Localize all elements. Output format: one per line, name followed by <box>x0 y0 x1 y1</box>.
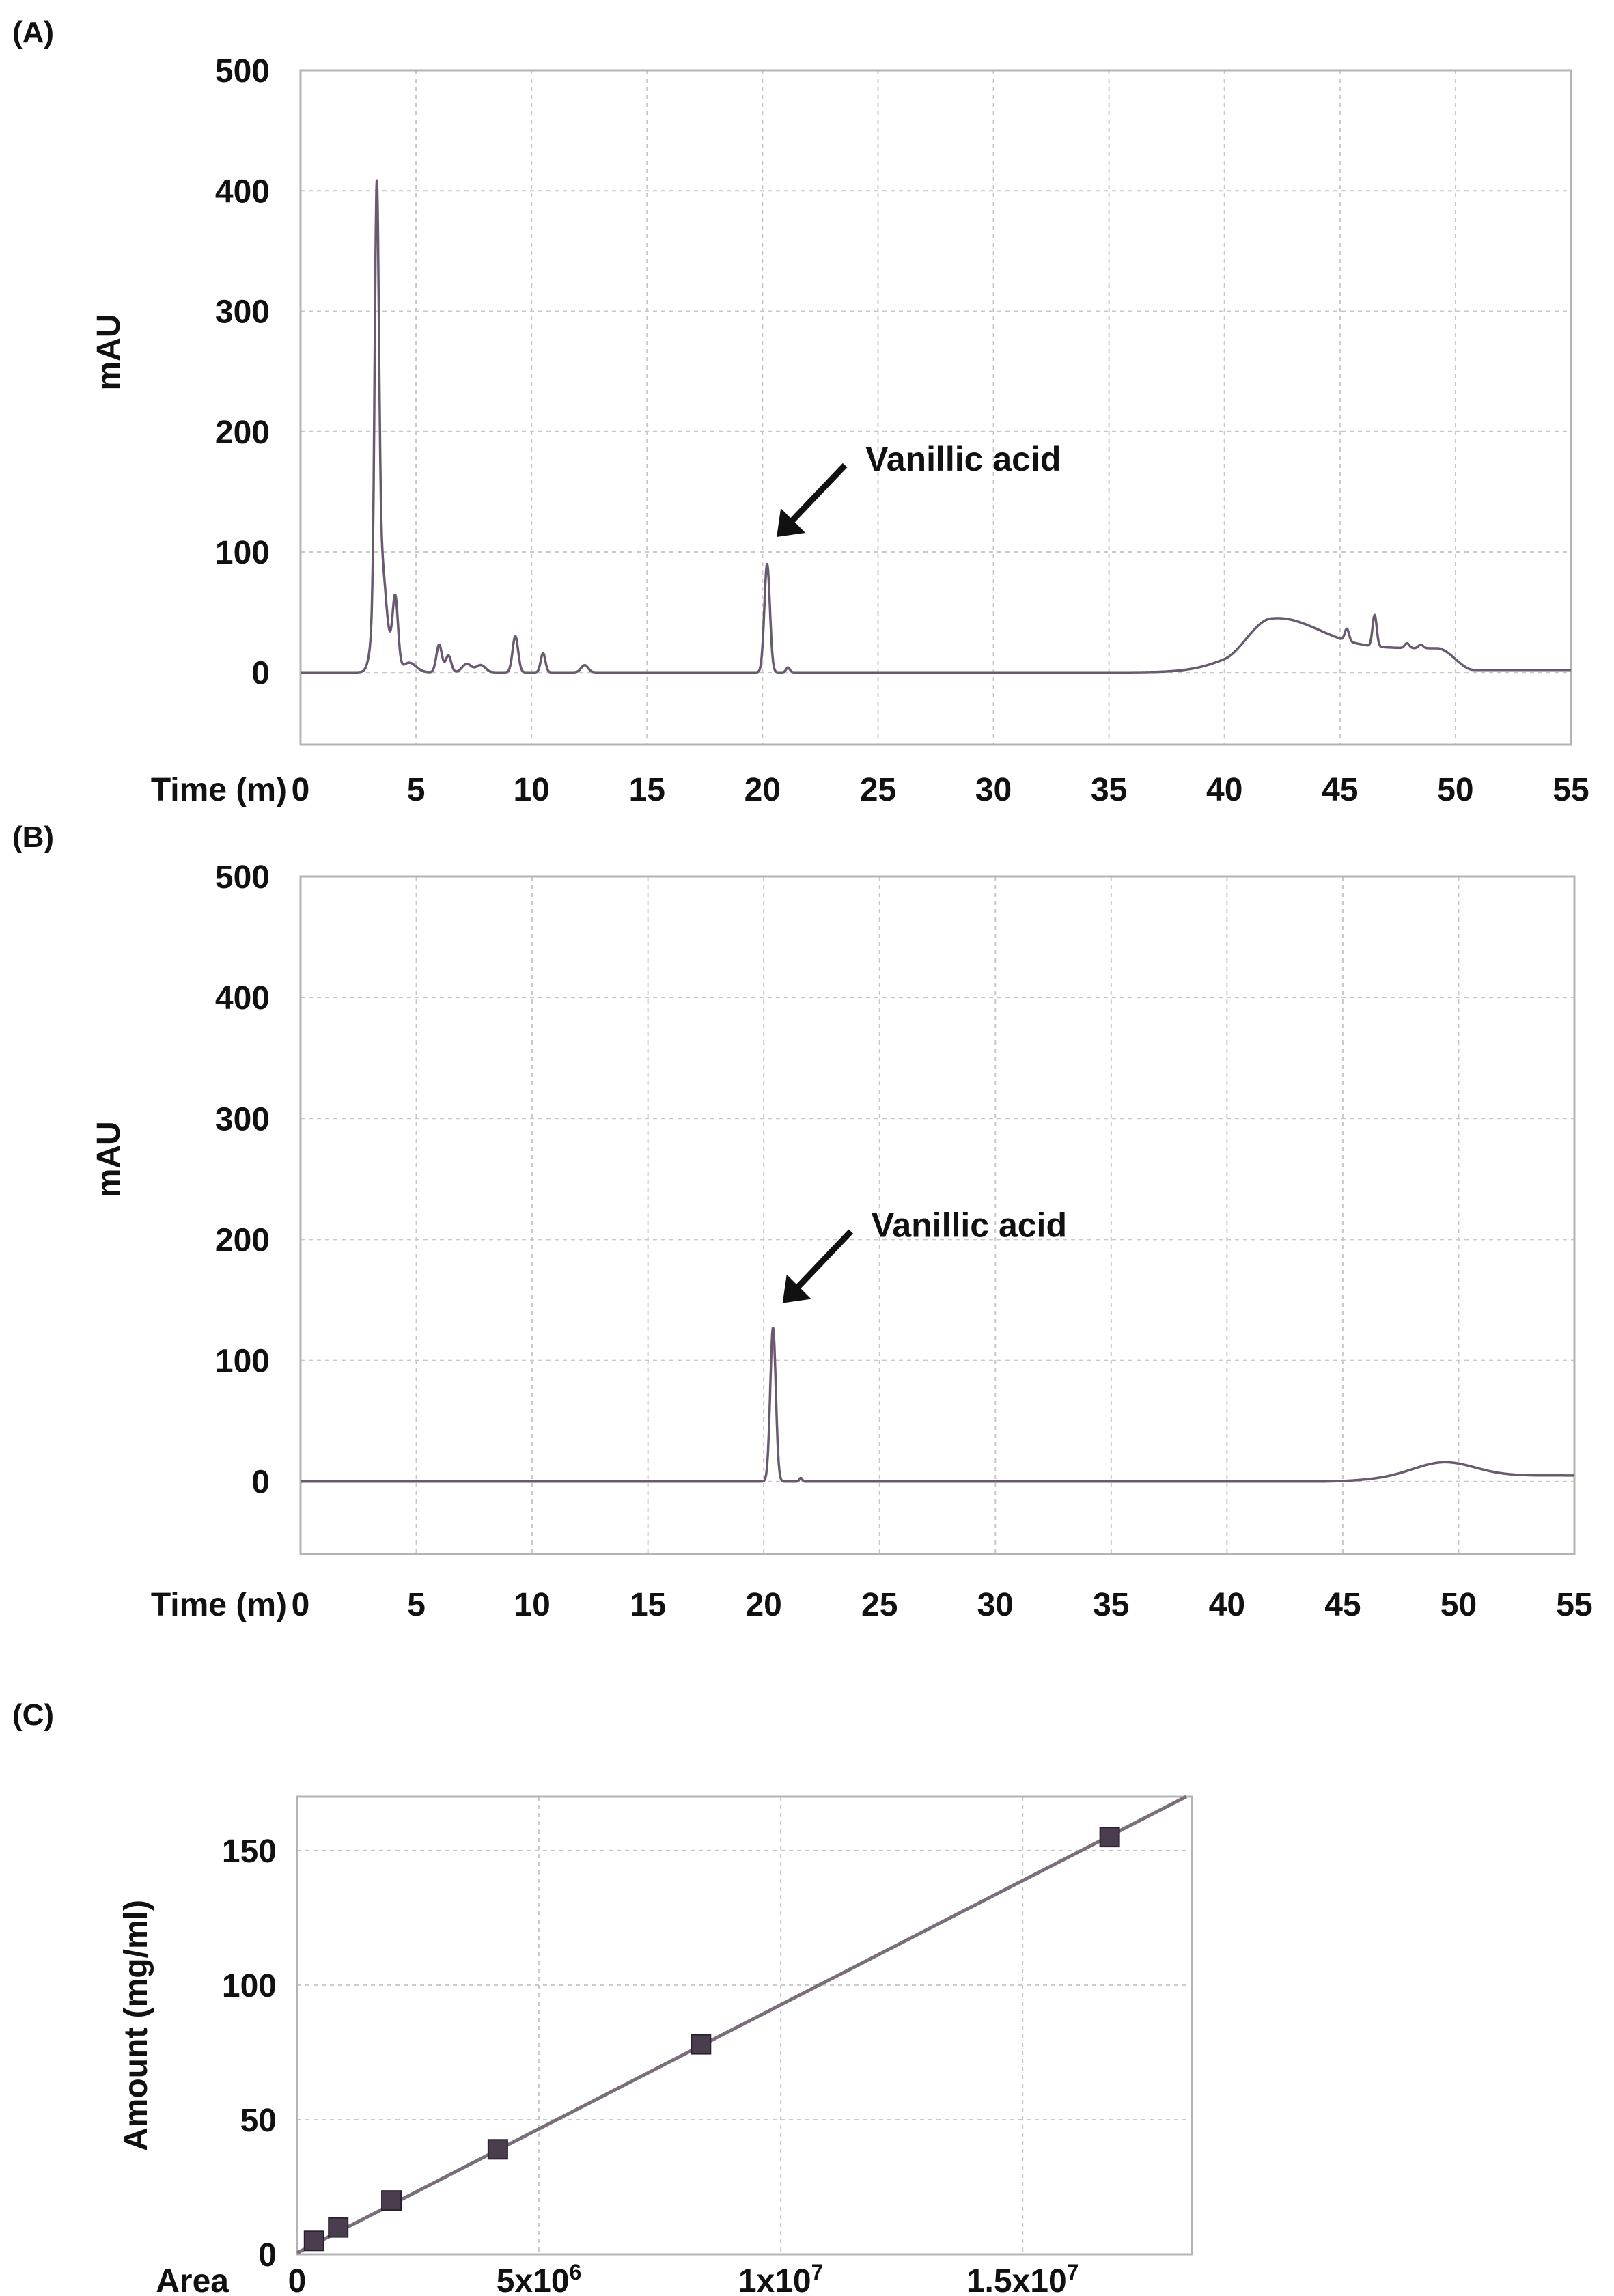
y-tick-label: 100 <box>222 1968 277 2004</box>
x-tick-label: 1x107 <box>738 2260 824 2296</box>
y-tick-label: 200 <box>215 1222 270 1258</box>
x-tick-label: 30 <box>977 1587 1014 1623</box>
data-point <box>328 2217 349 2238</box>
y-tick-label: 0 <box>258 2237 277 2273</box>
chromatogram-panel-a: (A) 0 100 200 300 400 500 0 5 10 15 20 25 30 35 40 45 50 5… <box>12 16 1589 808</box>
x-tick-label: 10 <box>513 772 549 808</box>
y-tick-label: 100 <box>215 535 270 571</box>
x-tick-label: 0 <box>292 772 310 808</box>
x-tick-label: 50 <box>1437 772 1473 808</box>
chromatogram-trace <box>299 1327 1576 1483</box>
x-tick-label: 45 <box>1324 1587 1361 1623</box>
x-tick-label: 45 <box>1322 772 1358 808</box>
y-tick-label: 500 <box>215 859 270 896</box>
y-tick-label: 50 <box>240 2103 277 2139</box>
x-tick-label: 35 <box>1091 772 1127 808</box>
regression-line <box>296 1795 1187 2255</box>
y-axis-title: mAU <box>91 314 127 390</box>
y-tick-label: 150 <box>222 1834 277 1870</box>
data-point <box>487 2139 508 2160</box>
plot-frame <box>299 69 1572 746</box>
data-point <box>381 2190 402 2211</box>
y-tick-label: 200 <box>215 415 270 451</box>
annotation-label: Vanillic acid <box>865 440 1061 478</box>
x-tick-label: 25 <box>861 1587 898 1623</box>
x-tick-label: 55 <box>1553 772 1589 808</box>
y-tick-label: 0 <box>251 1465 270 1501</box>
x-tick-label: 0 <box>288 2263 307 2296</box>
chromatogram-trace <box>299 179 1572 674</box>
arrowhead <box>782 1274 811 1303</box>
annotation-label: Vanillic acid <box>872 1206 1067 1245</box>
y-tick-label: 400 <box>215 174 270 210</box>
x-axis-title: Area <box>156 2263 229 2296</box>
calibration-panel-c: (C) 0 50 100 150 0 5x106 1x107 1.5x107 Area Amount… <box>12 1698 1193 2296</box>
x-tick-label: 0 <box>292 1587 310 1623</box>
x-tick-label: 40 <box>1206 772 1242 808</box>
y-tick-label: 300 <box>215 1101 270 1137</box>
arrowhead <box>777 508 806 537</box>
x-tick-label: 25 <box>860 772 896 808</box>
x-tick-label: 15 <box>629 772 665 808</box>
panel-label: (A) <box>12 16 54 49</box>
plot-frame <box>296 1795 1193 2256</box>
x-tick-label: 5 <box>407 772 426 808</box>
y-tick-label: 400 <box>215 980 270 1016</box>
x-tick-label: 15 <box>630 1587 666 1623</box>
x-tick-label: 40 <box>1209 1587 1245 1623</box>
data-point <box>303 2230 324 2252</box>
plot-frame <box>299 875 1576 1555</box>
x-tick-label: 30 <box>975 772 1012 808</box>
data-point <box>1099 1827 1120 1848</box>
x-tick-label: 50 <box>1441 1587 1477 1623</box>
annotation-arrow <box>788 462 848 525</box>
x-tick-label: 10 <box>514 1587 550 1623</box>
y-tick-label: 100 <box>215 1344 270 1380</box>
chromatogram-panel-b: (B) 0 100 200 300 400 500 0 5 10 15 20 25 30 35 40 45 50 5… <box>12 820 1593 1623</box>
x-axis-title: Time (m) <box>151 772 287 808</box>
y-axis-title: Amount (mg/ml) <box>118 1900 154 2151</box>
x-tick-label: 1.5x107 <box>966 2260 1079 2296</box>
x-tick-label: 5x106 <box>497 2260 582 2296</box>
x-tick-label: 35 <box>1093 1587 1129 1623</box>
y-tick-label: 300 <box>215 294 270 331</box>
panel-label: (B) <box>12 820 54 854</box>
y-axis-title: mAU <box>91 1121 127 1198</box>
x-tick-label: 55 <box>1556 1587 1592 1623</box>
y-tick-label: 0 <box>251 655 270 691</box>
panel-label: (C) <box>12 1698 54 1732</box>
annotation-arrow <box>794 1229 854 1291</box>
x-tick-label: 20 <box>745 772 781 808</box>
y-tick-label: 500 <box>215 53 270 89</box>
x-axis-title: Time (m) <box>151 1587 287 1623</box>
data-point <box>691 2034 712 2055</box>
x-tick-label: 20 <box>745 1587 781 1623</box>
x-tick-label: 5 <box>407 1587 426 1623</box>
